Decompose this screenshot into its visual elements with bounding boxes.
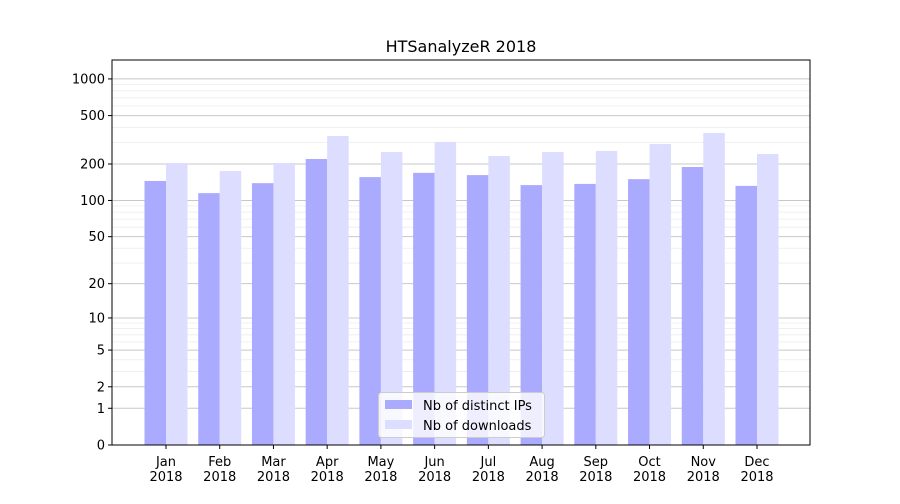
x-tick-label: Apr [316, 455, 339, 470]
plot-frame [111, 59, 811, 446]
bar-downloads [219, 171, 242, 445]
bar-downloads [380, 152, 403, 446]
legend-swatch [385, 400, 412, 409]
x-tick-label: Mar [261, 455, 286, 470]
bar-downloads [166, 162, 188, 445]
bar-distinct-ips [574, 183, 596, 445]
x-tick-label: Aug [529, 455, 554, 470]
legend-label: Nb of downloads [423, 419, 532, 434]
x-tick-label: 2018 [149, 470, 182, 485]
x-tick-label: 2018 [472, 470, 505, 485]
x-tick-label: Dec [744, 455, 769, 470]
x-tick-label: 2018 [203, 470, 236, 485]
legend-swatch [385, 420, 412, 429]
chart-title: HTSanalyzeR 2018 [386, 37, 537, 56]
bar-downloads [327, 135, 349, 445]
y-tick-label: 1000 [72, 72, 105, 87]
x-tick-label: May [367, 455, 394, 470]
bar-distinct-ips [251, 183, 274, 445]
y-tick-label: 2 [97, 380, 105, 395]
x-tick-label: Feb [208, 455, 231, 470]
x-tick-label: Nov [691, 455, 717, 470]
y-tick-label: 200 [80, 158, 105, 173]
x-tick-label: 2018 [257, 470, 290, 485]
bar-downloads [649, 144, 672, 446]
bar-distinct-ips [144, 180, 166, 446]
bar-downloads [542, 152, 564, 446]
bar-downloads [273, 162, 295, 445]
y-tick-label: 50 [88, 230, 105, 245]
x-tick-label: 2018 [687, 470, 720, 485]
y-tick-label: 5 [97, 344, 105, 359]
x-tick-label: Jan [155, 455, 176, 470]
bar-distinct-ips [413, 172, 435, 445]
x-tick-label: 2018 [526, 470, 559, 485]
bar-downloads [434, 141, 457, 445]
bar-distinct-ips [198, 193, 220, 445]
bar-downloads [703, 132, 725, 445]
x-tick-label: Sep [584, 455, 609, 470]
y-tick-label: 0 [97, 439, 105, 454]
x-tick-label: Jul [480, 455, 497, 470]
x-tick-label: 2018 [633, 470, 666, 485]
y-tick-label: 20 [88, 277, 105, 292]
y-tick-label: 500 [80, 109, 105, 124]
bar-distinct-ips [735, 185, 757, 445]
bar-distinct-ips [628, 179, 650, 445]
x-tick-label: Jun [423, 455, 444, 470]
x-tick-label: Oct [638, 455, 660, 470]
bar-distinct-ips [466, 175, 489, 445]
y-tick-label: 100 [80, 194, 105, 209]
y-tick-label: 10 [88, 311, 105, 326]
bar-downloads [757, 153, 779, 445]
x-tick-label: 2018 [311, 470, 344, 485]
x-tick-label: 2018 [418, 470, 451, 485]
bar-downloads [488, 155, 510, 445]
legend-box [378, 392, 545, 438]
bar-distinct-ips [681, 166, 704, 446]
bar-distinct-ips [359, 177, 381, 445]
bar-distinct-ips [520, 185, 543, 446]
y-tick-label: 1 [97, 402, 105, 417]
bar-distinct-ips [305, 158, 328, 445]
x-tick-label: 2018 [740, 470, 773, 485]
x-tick-label: 2018 [579, 470, 612, 485]
legend-label: Nb of distinct IPs [423, 399, 532, 414]
x-tick-label: 2018 [364, 470, 397, 485]
bar-downloads [595, 150, 618, 446]
